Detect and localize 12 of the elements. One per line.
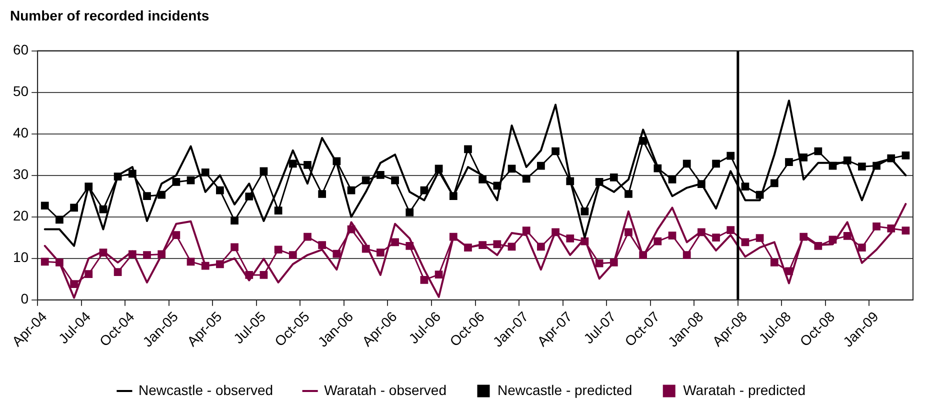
y-tick-label: 30	[12, 166, 29, 182]
y-tick-label: 10	[12, 249, 29, 266]
legend-label: Waratah - predicted	[683, 382, 806, 398]
y-tick-label: 20	[12, 208, 29, 224]
y-tick-label: 50	[12, 83, 29, 100]
y-tick-label: 0	[20, 290, 29, 307]
chart-title: Number of recorded incidents	[10, 7, 210, 24]
legend-label: Waratah - observed	[324, 382, 447, 398]
legend-label: Newcastle - predicted	[498, 382, 632, 398]
legend-label: Newcastle - observed	[138, 382, 274, 398]
y-tick-label: 40	[12, 124, 29, 141]
y-tick-label: 60	[12, 42, 29, 58]
